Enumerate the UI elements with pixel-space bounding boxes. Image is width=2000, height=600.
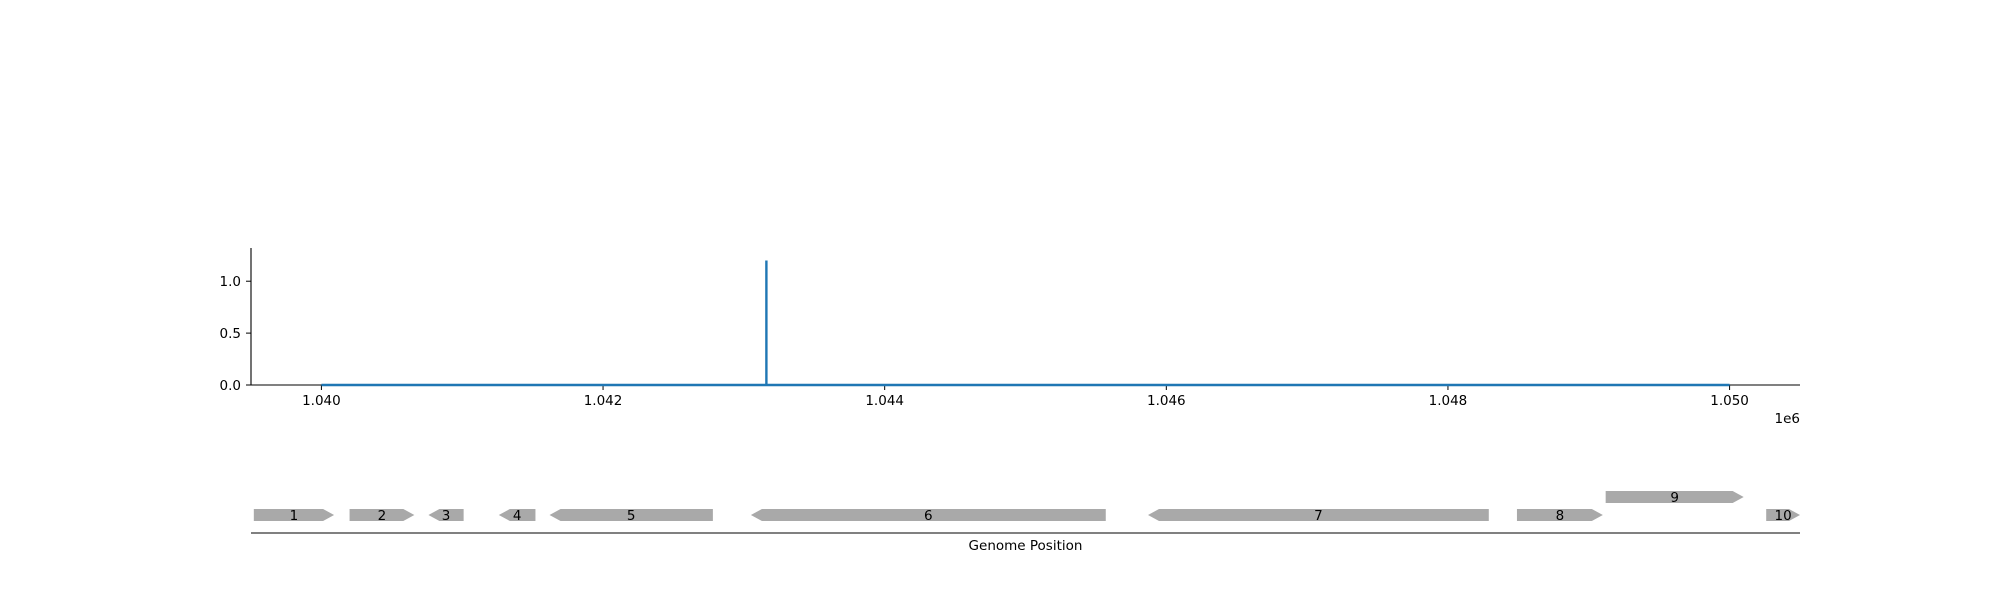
x-tick-label: 1.046: [1147, 393, 1186, 409]
gene-arrow: [1148, 509, 1489, 521]
gene-label: 1: [290, 508, 299, 524]
gene-arrow: [549, 509, 713, 521]
x-tick-label: 1.042: [584, 393, 623, 409]
gene-label: 2: [378, 508, 387, 524]
x-offset-label: 1e6: [1775, 411, 1800, 427]
gene-label: 5: [627, 508, 636, 524]
gene-label: 6: [924, 508, 933, 524]
x-tick-label: 1.044: [865, 393, 904, 409]
gene-label: 7: [1314, 508, 1323, 524]
gene-label: 10: [1775, 508, 1792, 524]
gene-track-xlabel: Genome Position: [969, 538, 1083, 554]
gene-arrow: [349, 509, 415, 521]
gene-arrow: [1766, 509, 1800, 521]
x-tick-label: 1.040: [302, 393, 341, 409]
coverage-plot: 1.040 1.042 1.044 1.046 1.048 1.050 0.0 0.5 1.0 1…: [220, 248, 1800, 427]
y-tick-label: 1.0: [220, 274, 241, 290]
gene-track-plot: Genome Position 1 2 3 4 5 6 7 8 9 10: [251, 490, 1800, 554]
gene-label: 3: [442, 508, 451, 524]
x-tick-label: 1.048: [1429, 393, 1468, 409]
gene-arrow: [1516, 509, 1603, 521]
y-tick-label: 0.5: [220, 326, 241, 342]
gene-label: 9: [1670, 490, 1679, 506]
gene-arrow: [428, 509, 464, 521]
gene-label: 8: [1556, 508, 1565, 524]
gene-arrow: [498, 509, 536, 521]
gene-arrow: [1605, 491, 1744, 503]
gene-label: 4: [513, 508, 522, 524]
x-tick-label: 1.050: [1710, 393, 1749, 409]
gene-arrow: [253, 509, 335, 521]
gene-arrow: [750, 509, 1106, 521]
coverage-series-line: [321, 260, 1730, 387]
y-tick-label: 0.0: [220, 378, 241, 394]
